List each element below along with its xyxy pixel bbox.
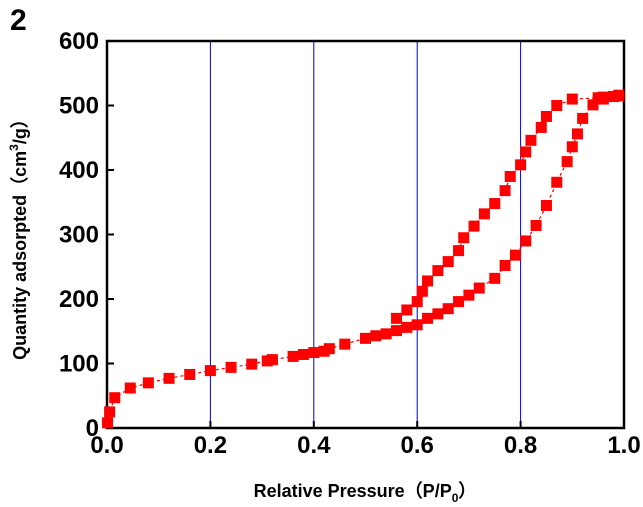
data-point [608, 90, 620, 102]
y-tick-label: 0 [86, 415, 99, 442]
data-point [102, 417, 114, 429]
data-point [109, 392, 121, 404]
data-point [360, 332, 371, 344]
data-point [566, 141, 578, 153]
data-point [391, 325, 403, 337]
data-point [551, 176, 563, 188]
data-point [308, 347, 320, 359]
data-point [571, 128, 583, 140]
data-point [535, 121, 547, 133]
data-point [468, 220, 480, 232]
data-point [540, 110, 552, 122]
data-point [478, 208, 490, 220]
data-point [473, 282, 485, 294]
data-point [225, 361, 237, 373]
data-point [499, 259, 511, 271]
data-point [504, 170, 516, 182]
data-point [339, 338, 351, 350]
data-point [592, 92, 604, 104]
y-tick-label: 200 [59, 286, 99, 313]
data-point [432, 308, 444, 320]
series-line-1 [106, 94, 619, 423]
data-point [163, 372, 175, 384]
y-tick-label: 500 [59, 93, 99, 120]
panel-label: 2 [10, 4, 27, 37]
data-point [323, 343, 335, 355]
x-tick-label: 1.0 [607, 432, 640, 459]
data-point [587, 99, 599, 111]
y-tick-label: 400 [59, 157, 99, 184]
data-point [561, 156, 573, 168]
y-axis-title: Quantity adsorpted（cm3/g） [7, 110, 30, 360]
data-point [204, 365, 216, 377]
data-point [509, 249, 521, 261]
data-point [520, 146, 532, 158]
data-point [489, 198, 501, 210]
data-point [401, 304, 413, 316]
data-point [551, 100, 563, 111]
data-point [525, 134, 537, 146]
data-point [416, 285, 428, 297]
data-point [124, 382, 136, 394]
data-point [246, 358, 258, 370]
data-point [520, 235, 532, 247]
axis-ticks: 0.0 0.2 0.4 0.6 0.8 1.0 0 100 200 300 400 500 600 [59, 28, 641, 459]
data-point [453, 296, 465, 308]
data-point [287, 350, 299, 362]
data-point [540, 199, 552, 211]
x-tick-label: 0.4 [297, 432, 331, 459]
data-point [489, 272, 501, 284]
data-point [422, 312, 434, 324]
data-point [411, 319, 423, 331]
data-point [297, 348, 309, 360]
x-axis-title: Relative Pressure（P/P0） [254, 481, 477, 505]
data-point [515, 159, 527, 171]
data-point [432, 265, 444, 277]
data-point [577, 112, 589, 124]
data-point [142, 377, 154, 389]
data-point [422, 275, 434, 287]
y-tick-label: 100 [59, 351, 99, 378]
vertical-gridlines [209, 41, 522, 428]
x-tick-label: 0.6 [401, 432, 434, 459]
data-point [391, 312, 403, 324]
y-tick-label: 300 [59, 222, 99, 249]
data-markers [102, 89, 625, 429]
x-tick-label: 0.2 [194, 432, 227, 459]
data-point [266, 354, 278, 366]
data-point [499, 185, 511, 197]
data-point [453, 245, 465, 257]
y-tick-label: 600 [59, 28, 99, 55]
data-point [401, 321, 413, 333]
data-point [104, 406, 116, 418]
x-tick-label: 0.0 [90, 432, 123, 459]
data-point [566, 93, 578, 105]
data-point [370, 330, 382, 342]
data-point [411, 296, 423, 308]
data-point [530, 219, 542, 231]
data-point [463, 289, 475, 301]
data-point [442, 303, 454, 315]
data-point [458, 232, 470, 244]
data-point [380, 328, 392, 340]
x-tick-label: 0.8 [504, 432, 537, 459]
data-point [442, 256, 454, 268]
data-point [184, 368, 196, 380]
